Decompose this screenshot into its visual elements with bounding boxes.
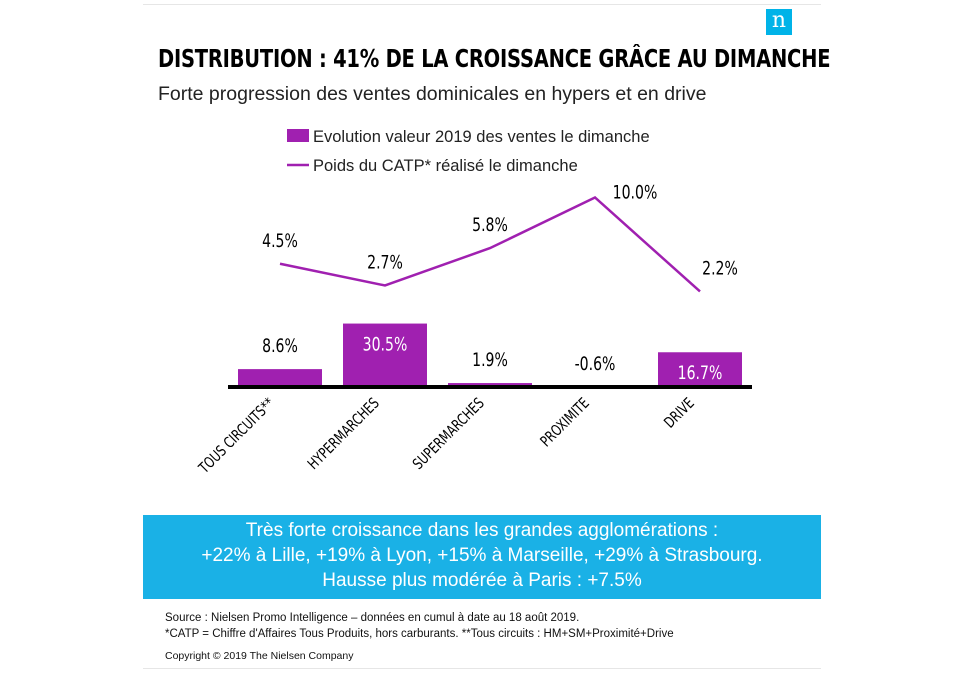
category-label-2: SUPERMARCHES bbox=[410, 395, 488, 473]
banner-line-1: Très forte croissance dans les grandes a… bbox=[245, 520, 719, 541]
bar-4 bbox=[658, 352, 742, 387]
bar-label-0: 8.6% bbox=[262, 334, 298, 357]
legend-bar-swatch bbox=[287, 129, 309, 142]
bar-label-1: 30.5% bbox=[363, 332, 408, 355]
source-note: Source : Nielsen Promo Intelligence – do… bbox=[165, 612, 580, 624]
line-label-2: 5.8% bbox=[472, 213, 508, 236]
category-label-3: PROXIMITE bbox=[538, 395, 593, 450]
catp-note: *CATP = Chiffre d'Affaires Tous Produits… bbox=[165, 628, 674, 640]
bar-label-4: 16.7% bbox=[678, 361, 723, 384]
line-label-3: 10.0% bbox=[613, 180, 658, 203]
category-label-1: HYPERMARCHES bbox=[305, 395, 383, 473]
banner-line-3: Hausse plus modérée à Paris : +7.5% bbox=[322, 570, 642, 591]
legend-line-label: Poids du CATP* réalisé le dimanche bbox=[313, 157, 578, 175]
top-rule bbox=[143, 4, 821, 5]
legend-bar-label: Evolution valeur 2019 des ventes le dima… bbox=[313, 128, 650, 146]
sunday-sales-chart: Evolution valeur 2019 des ventes le dima… bbox=[196, 128, 752, 478]
bottom-rule bbox=[143, 668, 821, 669]
line-label-1: 2.7% bbox=[367, 250, 403, 273]
bar-label-3: -0.6% bbox=[575, 352, 616, 375]
bar-1 bbox=[343, 323, 427, 387]
category-label-4: DRIVE bbox=[661, 395, 698, 432]
bar-label-2: 1.9% bbox=[472, 348, 508, 371]
banner-line-2: +22% à Lille, +19% à Lyon, +15% à Marsei… bbox=[201, 545, 763, 566]
line-label-0: 4.5% bbox=[262, 229, 298, 252]
highlight-banner: Très forte croissance dans les grandes a… bbox=[143, 515, 821, 599]
line-label-4: 2.2% bbox=[702, 256, 738, 279]
page-subtitle: Forte progression des ventes dominicales… bbox=[158, 83, 707, 105]
bar-0 bbox=[238, 369, 322, 387]
line-series bbox=[279, 196, 701, 293]
category-label-0: TOUS CIRCUITS** bbox=[196, 395, 279, 478]
nielsen-logo: n bbox=[766, 9, 792, 35]
copyright: Copyright © 2019 The Nielsen Company bbox=[165, 650, 354, 662]
